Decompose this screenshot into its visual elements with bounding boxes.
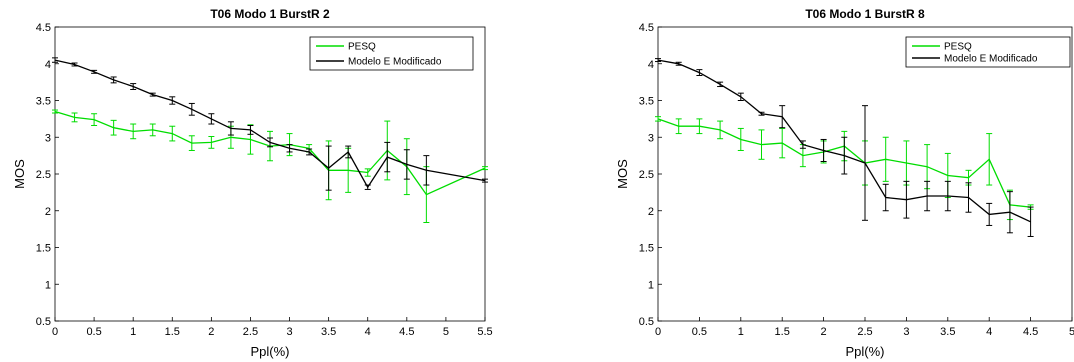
- x-tick-label: 2: [821, 326, 827, 338]
- x-tick-label: 3.5: [321, 326, 336, 338]
- x-tick-label: 3: [903, 326, 909, 338]
- legend-label: Modelo E Modificado: [944, 54, 1038, 65]
- x-tick-label: 0: [655, 326, 661, 338]
- x-tick-label: 5.5: [477, 326, 492, 338]
- y-tick-label: 1: [648, 279, 654, 291]
- y-tick-label: 1: [45, 279, 51, 291]
- series-pesq: [52, 109, 488, 224]
- x-tick-label: 4: [986, 326, 992, 338]
- x-tick-label: 0.5: [692, 326, 707, 338]
- legend-label: PESQ: [348, 42, 376, 53]
- y-tick-label: 4: [45, 59, 51, 71]
- y-tick-label: 2: [648, 206, 654, 218]
- chart-burstr-2: T06 Modo 1 BurstR 20 0.5 1 1.5 2 2.5 3 3.5 4 4.5 5…: [12, 7, 493, 359]
- x-axis-label: Ppl(%): [845, 344, 884, 359]
- y-tick-label: 0.5: [36, 316, 51, 328]
- x-tick-label: 2.5: [857, 326, 872, 338]
- y-tick-label: 2.5: [36, 169, 51, 181]
- x-tick-label: 1.5: [165, 326, 180, 338]
- x-tick-label: 4.5: [1023, 326, 1038, 338]
- y-axis-label: MOS: [12, 159, 27, 189]
- chart-title: T06 Modo 1 BurstR 2: [210, 7, 330, 21]
- plot-area-frame: [54, 26, 486, 322]
- x-tick-label: 0: [52, 326, 58, 338]
- x-tick-label: 5: [1069, 326, 1074, 338]
- y-tick-label: 3.5: [36, 96, 51, 108]
- y-tick-label: 3: [648, 132, 654, 144]
- y-axis-label: MOS: [615, 159, 630, 189]
- x-tick-label: 4: [365, 326, 371, 338]
- x-tick-label: 2: [208, 326, 214, 338]
- x-tick-label: 5: [443, 326, 449, 338]
- y-tick-label: 3: [45, 132, 51, 144]
- series-line: [54, 110, 486, 196]
- y-tick-label: 2.5: [639, 169, 654, 181]
- series-line: [657, 59, 1031, 223]
- x-tick-label: 1: [130, 326, 136, 338]
- legend-box: [309, 36, 474, 71]
- y-tick-label: 3.5: [639, 96, 654, 108]
- y-tick-label: 4: [648, 59, 654, 71]
- series-modelo-e-modificado: [52, 57, 488, 191]
- y-tick-label: 0.5: [639, 316, 654, 328]
- chart-burstr-8: T06 Modo 1 BurstR 80 0.5 1 1.5 2 2.5 3 3.5 4 4.5 5…: [615, 7, 1074, 359]
- chart-title: T06 Modo 1 BurstR 8: [805, 7, 925, 21]
- legend-label: Modelo E Modificado: [348, 57, 442, 68]
- x-tick-label: 3.5: [940, 326, 955, 338]
- x-tick-label: 4.5: [399, 326, 414, 338]
- series-line: [54, 59, 486, 189]
- y-tick-label: 1.5: [639, 243, 654, 255]
- y-tick-label: 2: [45, 206, 51, 218]
- x-tick-label: 0.5: [86, 326, 101, 338]
- legend-box: [905, 36, 1071, 68]
- x-tick-label: 1.5: [775, 326, 790, 338]
- legend-label: PESQ: [944, 42, 972, 53]
- series-modelo-e-modificado: [655, 58, 1034, 237]
- y-tick-label: 4.5: [639, 22, 654, 34]
- legend: PESQ Modelo E Modificado: [309, 36, 474, 71]
- y-tick-label: 4.5: [36, 22, 51, 34]
- x-tick-label: 2.5: [243, 326, 258, 338]
- y-tick-label: 1.5: [36, 243, 51, 255]
- x-axis-label: Ppl(%): [250, 344, 289, 359]
- x-tick-label: 3: [286, 326, 292, 338]
- x-tick-label: 1: [738, 326, 744, 338]
